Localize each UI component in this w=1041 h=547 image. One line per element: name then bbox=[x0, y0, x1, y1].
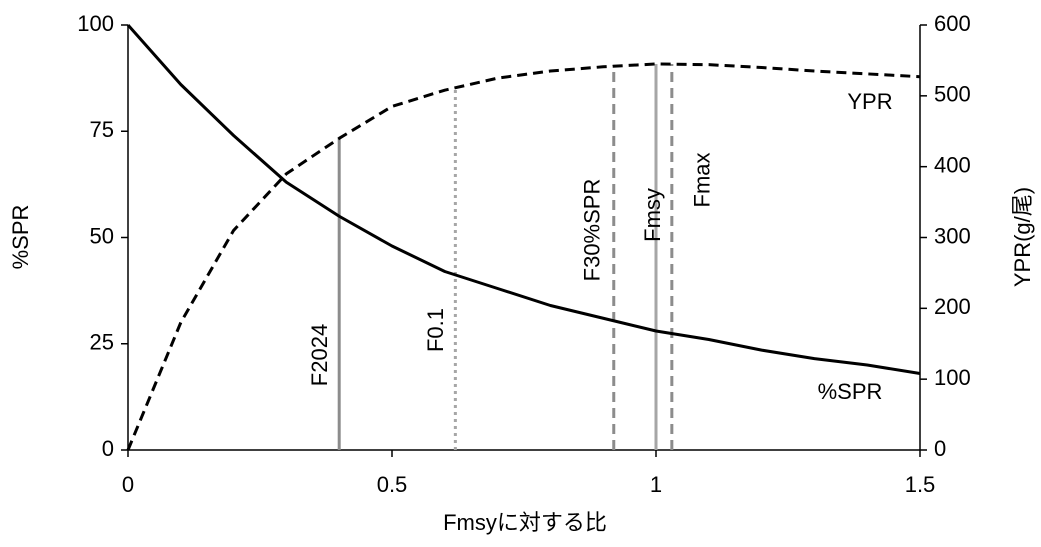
y2-tick-label: 0 bbox=[934, 436, 946, 461]
y-tick-label: 25 bbox=[90, 330, 114, 355]
x-tick-label: 0.5 bbox=[377, 472, 408, 497]
y2-tick-label: 200 bbox=[934, 294, 971, 319]
y2-tick-label: 500 bbox=[934, 82, 971, 107]
y2-tick-label: 100 bbox=[934, 365, 971, 390]
reference-label: Fmsy bbox=[640, 188, 665, 242]
series-label: %SPR bbox=[818, 379, 883, 404]
y-tick-label: 100 bbox=[77, 11, 114, 36]
reference-label: Fmax bbox=[690, 153, 715, 208]
y2-tick-label: 400 bbox=[934, 152, 971, 177]
y2-axis-label: YPR(g/尾) bbox=[1010, 187, 1035, 287]
y-axis-label: %SPR bbox=[8, 205, 33, 270]
x-axis-label: Fmsyに対する比 bbox=[443, 510, 607, 535]
x-tick-label: 1 bbox=[650, 472, 662, 497]
series-line bbox=[126, 24, 921, 375]
reference-label: F2024 bbox=[307, 324, 332, 386]
x-tick-label: 0 bbox=[122, 472, 134, 497]
y-tick-label: 75 bbox=[90, 117, 114, 142]
series-line bbox=[126, 62, 921, 451]
y-tick-label: 50 bbox=[90, 223, 114, 248]
x-tick-label: 1.5 bbox=[905, 472, 936, 497]
reference-label: F0.1 bbox=[423, 308, 448, 352]
y2-tick-label: 600 bbox=[934, 11, 971, 36]
y2-tick-label: 300 bbox=[934, 223, 971, 248]
y-tick-label: 0 bbox=[102, 436, 114, 461]
series-label: YPR bbox=[847, 89, 892, 114]
reference-label: F30%SPR bbox=[580, 179, 605, 282]
